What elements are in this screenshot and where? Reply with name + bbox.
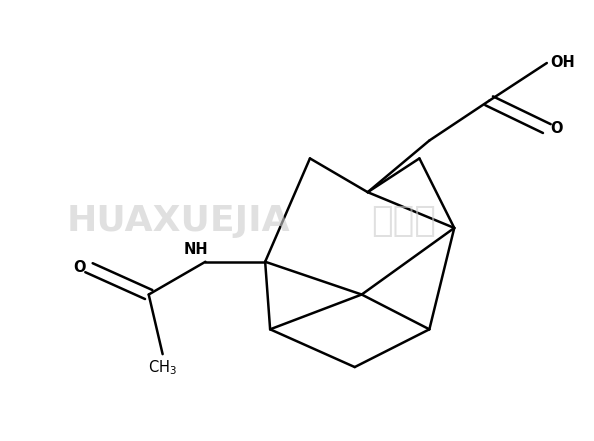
Text: O: O: [550, 121, 563, 136]
Text: CH$_3$: CH$_3$: [148, 359, 177, 377]
Text: NH: NH: [184, 243, 208, 258]
Text: 华学加: 华学加: [371, 203, 436, 238]
Text: O: O: [74, 260, 86, 275]
Text: HUAXUEJIA: HUAXUEJIA: [67, 203, 290, 238]
Text: OH: OH: [550, 56, 574, 71]
